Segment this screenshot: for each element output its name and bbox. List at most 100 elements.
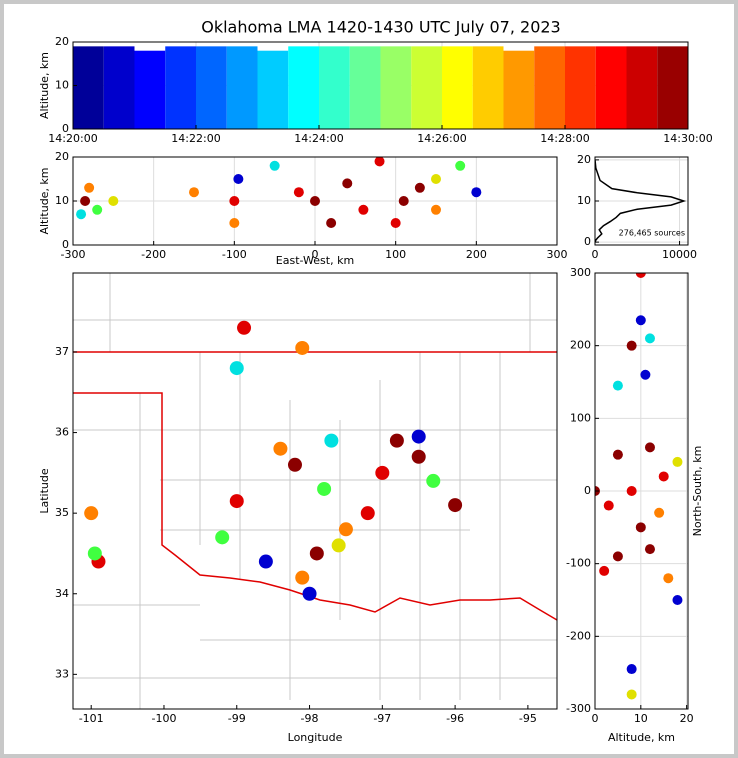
source-point xyxy=(626,664,637,675)
plot-area xyxy=(595,157,688,245)
x-tick-label: 100 xyxy=(385,248,406,261)
x-tick-label: 14:28:00 xyxy=(540,132,589,145)
chart-title: Oklahoma LMA 1420-1430 UTC July 07, 2023 xyxy=(201,18,560,37)
source-point xyxy=(635,315,646,326)
source-point xyxy=(229,196,240,206)
source-point xyxy=(612,380,623,391)
source-point xyxy=(295,340,310,355)
y-tick-label: -200 xyxy=(566,629,591,642)
source-point xyxy=(626,486,637,496)
source-point xyxy=(374,157,385,167)
source-point xyxy=(233,174,244,184)
source-point xyxy=(229,361,244,376)
source-point xyxy=(375,465,390,480)
x-tick-label: 0 xyxy=(592,712,599,725)
source-point xyxy=(358,204,369,215)
source-column xyxy=(534,46,565,129)
source-column xyxy=(288,46,319,129)
x-axis-label: Longitude xyxy=(288,731,343,744)
x-tick-label: -99 xyxy=(228,712,246,725)
y-tick-label: 10 xyxy=(55,194,69,207)
x-tick-label: -200 xyxy=(141,248,166,261)
source-point xyxy=(389,433,404,448)
x-tick-label: 14:24:00 xyxy=(294,132,343,145)
x-tick-label: 20 xyxy=(680,712,694,725)
source-point xyxy=(84,506,99,521)
y-tick-label: -100 xyxy=(566,557,591,570)
source-column xyxy=(503,50,535,129)
source-point xyxy=(338,522,353,537)
source-point xyxy=(342,178,353,189)
source-point xyxy=(663,573,674,584)
x-tick-label: -95 xyxy=(519,712,537,725)
y-axis-label: Altitude, km xyxy=(38,52,51,119)
y-axis-label: Altitude, km xyxy=(38,167,51,234)
x-tick-label: -100 xyxy=(151,712,176,725)
y-tick-label: 0 xyxy=(62,122,69,135)
y-tick-label: 0 xyxy=(584,235,591,248)
axes-frame xyxy=(72,156,558,246)
y-tick-label: 200 xyxy=(570,339,591,352)
source-point xyxy=(360,506,375,521)
source-point xyxy=(309,546,324,561)
source-column xyxy=(442,46,473,129)
y-tick-label: 10 xyxy=(577,194,591,207)
axes-frame xyxy=(72,272,558,710)
x-axis-label: Altitude, km xyxy=(608,731,675,744)
x-tick-label: 14:30:00 xyxy=(663,132,712,145)
source-column xyxy=(349,46,381,129)
source-column xyxy=(595,46,627,129)
y-tick-label: 20 xyxy=(55,35,69,48)
x-axis-label: East-West, km xyxy=(276,254,354,267)
plot-area xyxy=(595,273,688,709)
source-point xyxy=(603,500,614,511)
y-tick-label: 300 xyxy=(570,266,591,279)
x-tick-label: 10 xyxy=(634,712,648,725)
source-point xyxy=(599,565,610,576)
source-point xyxy=(76,209,87,220)
x-tick-label: -100 xyxy=(222,248,247,261)
source-column xyxy=(565,46,596,129)
source-column xyxy=(196,46,227,129)
y-tick-label: 37 xyxy=(55,345,69,358)
x-tick-label: 14:22:00 xyxy=(171,132,220,145)
source-point xyxy=(658,471,669,482)
y-tick-label: 35 xyxy=(55,506,69,519)
source-point xyxy=(411,449,426,464)
source-point xyxy=(324,433,339,448)
source-column xyxy=(472,46,504,129)
source-point xyxy=(431,174,441,184)
source-point xyxy=(258,554,273,569)
axes-frame xyxy=(72,41,689,130)
source-point xyxy=(189,187,199,198)
source-point xyxy=(302,586,317,601)
source-point xyxy=(411,429,426,444)
source-point xyxy=(269,160,280,171)
source-point xyxy=(229,218,240,228)
source-point xyxy=(672,595,683,605)
plot-area xyxy=(84,320,463,601)
source-point xyxy=(108,196,119,206)
x-tick-label: 0 xyxy=(592,248,599,261)
y-tick-label: 0 xyxy=(584,484,591,497)
source-point xyxy=(273,441,288,456)
source-point xyxy=(237,320,252,335)
source-column xyxy=(411,46,442,129)
source-column xyxy=(380,46,412,129)
source-column xyxy=(73,46,104,129)
y-axis-label: Latitude xyxy=(38,468,51,514)
source-point xyxy=(84,182,95,193)
source-point xyxy=(626,340,637,351)
source-point xyxy=(654,507,665,518)
source-point xyxy=(390,218,401,228)
source-point xyxy=(471,187,482,198)
x-tick-label: 10000 xyxy=(662,248,697,261)
source-point xyxy=(317,481,332,496)
source-column xyxy=(103,46,135,129)
y-tick-label: 20 xyxy=(55,150,69,163)
source-point xyxy=(626,689,637,700)
source-point xyxy=(310,196,320,206)
y-tick-label: 20 xyxy=(577,153,591,166)
source-point xyxy=(612,449,623,460)
source-point xyxy=(293,187,304,198)
